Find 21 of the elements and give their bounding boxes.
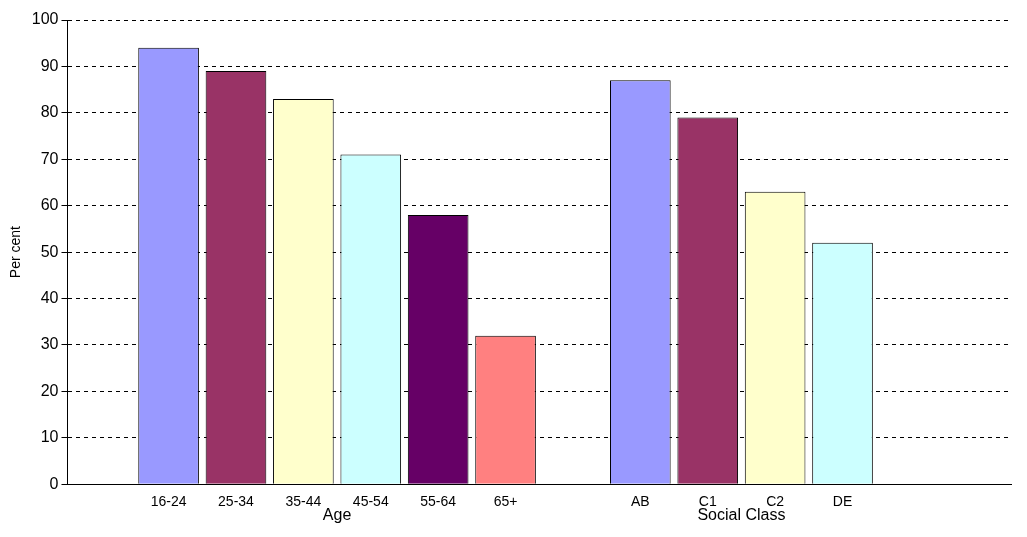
x-tick-label: 55-64	[420, 493, 457, 510]
y-tick-label: 10	[40, 428, 59, 446]
x-tick-label: 65+	[493, 493, 518, 510]
y-tick-label: 0	[49, 474, 59, 492]
y-axis-title: Per cent	[7, 225, 24, 279]
y-tick-label: 50	[40, 242, 59, 260]
x-tick-label: 25-34	[218, 493, 255, 510]
x-tick-label: AB	[630, 493, 650, 510]
y-tick-label: 30	[40, 335, 59, 353]
y-tick-label: 80	[40, 103, 59, 121]
text: Age	[322, 505, 352, 523]
y-tick-label: 20	[40, 381, 59, 399]
x-tick-label: 16-24	[150, 493, 187, 510]
x-tick-label: 35-44	[285, 493, 322, 510]
y-tick-label: 100	[31, 10, 59, 28]
y-tick-label: 60	[40, 196, 59, 214]
x-tick-label: DE	[832, 493, 853, 510]
y-tick-label: 90	[40, 56, 59, 74]
y-tick-label: 40	[40, 288, 59, 306]
y-tick-label: 70	[40, 149, 59, 167]
x-tick-label: 45-54	[352, 493, 389, 510]
